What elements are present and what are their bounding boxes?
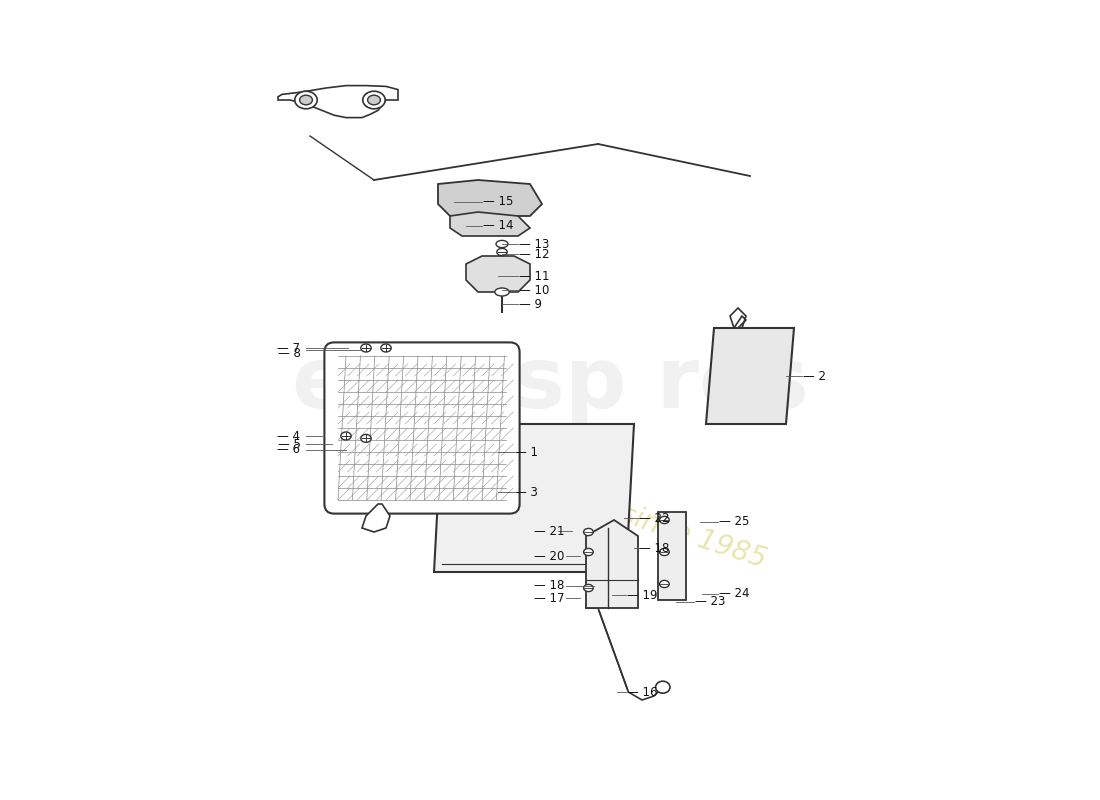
- Text: — 15: — 15: [483, 195, 514, 208]
- Ellipse shape: [660, 517, 669, 524]
- FancyBboxPatch shape: [324, 342, 519, 514]
- Text: — 16: — 16: [627, 686, 658, 698]
- Polygon shape: [466, 256, 530, 292]
- Ellipse shape: [341, 432, 351, 440]
- Text: — 11: — 11: [519, 270, 549, 282]
- Polygon shape: [586, 520, 638, 608]
- Ellipse shape: [363, 91, 385, 109]
- Text: — 1: — 1: [515, 446, 538, 458]
- Text: — 19: — 19: [627, 589, 658, 602]
- Polygon shape: [362, 504, 390, 532]
- Ellipse shape: [381, 344, 392, 352]
- Ellipse shape: [584, 549, 593, 555]
- Text: — 13: — 13: [519, 238, 549, 250]
- Text: — 8: — 8: [277, 347, 300, 360]
- Ellipse shape: [495, 288, 509, 296]
- Text: a passion for parts since 1985: a passion for parts since 1985: [362, 418, 770, 574]
- Text: — 17: — 17: [534, 592, 564, 605]
- Polygon shape: [658, 512, 686, 600]
- Text: — 3: — 3: [515, 486, 538, 498]
- Text: — 21: — 21: [534, 525, 564, 538]
- Text: — 22: — 22: [639, 512, 669, 525]
- Ellipse shape: [496, 240, 508, 248]
- Polygon shape: [706, 328, 794, 424]
- Text: — 20: — 20: [534, 550, 564, 562]
- Ellipse shape: [584, 584, 593, 592]
- Text: — 5: — 5: [277, 438, 300, 450]
- Text: — 14: — 14: [483, 219, 514, 232]
- Ellipse shape: [584, 528, 593, 536]
- Text: — 23: — 23: [695, 595, 725, 608]
- Text: eurosр res: eurosр res: [292, 342, 808, 426]
- Ellipse shape: [660, 549, 669, 555]
- Ellipse shape: [656, 682, 670, 693]
- Text: — 18: — 18: [534, 579, 564, 592]
- Text: — 4: — 4: [277, 430, 300, 442]
- Text: — 10: — 10: [519, 284, 549, 297]
- Text: — 25: — 25: [718, 515, 749, 528]
- Text: — 6: — 6: [277, 443, 300, 456]
- Text: — 7: — 7: [277, 342, 300, 354]
- Text: — 12: — 12: [519, 248, 549, 261]
- Ellipse shape: [361, 434, 371, 442]
- Polygon shape: [450, 212, 530, 236]
- Text: — 24: — 24: [718, 587, 749, 600]
- Ellipse shape: [361, 344, 371, 352]
- Polygon shape: [438, 180, 542, 216]
- Text: — 9: — 9: [519, 298, 542, 310]
- Text: — 2: — 2: [803, 370, 826, 382]
- Text: — 18: — 18: [639, 542, 669, 554]
- Ellipse shape: [295, 91, 317, 109]
- Polygon shape: [278, 86, 398, 118]
- Polygon shape: [434, 424, 634, 572]
- Ellipse shape: [497, 248, 507, 256]
- Ellipse shape: [660, 581, 669, 587]
- Ellipse shape: [367, 95, 381, 105]
- Ellipse shape: [299, 95, 312, 105]
